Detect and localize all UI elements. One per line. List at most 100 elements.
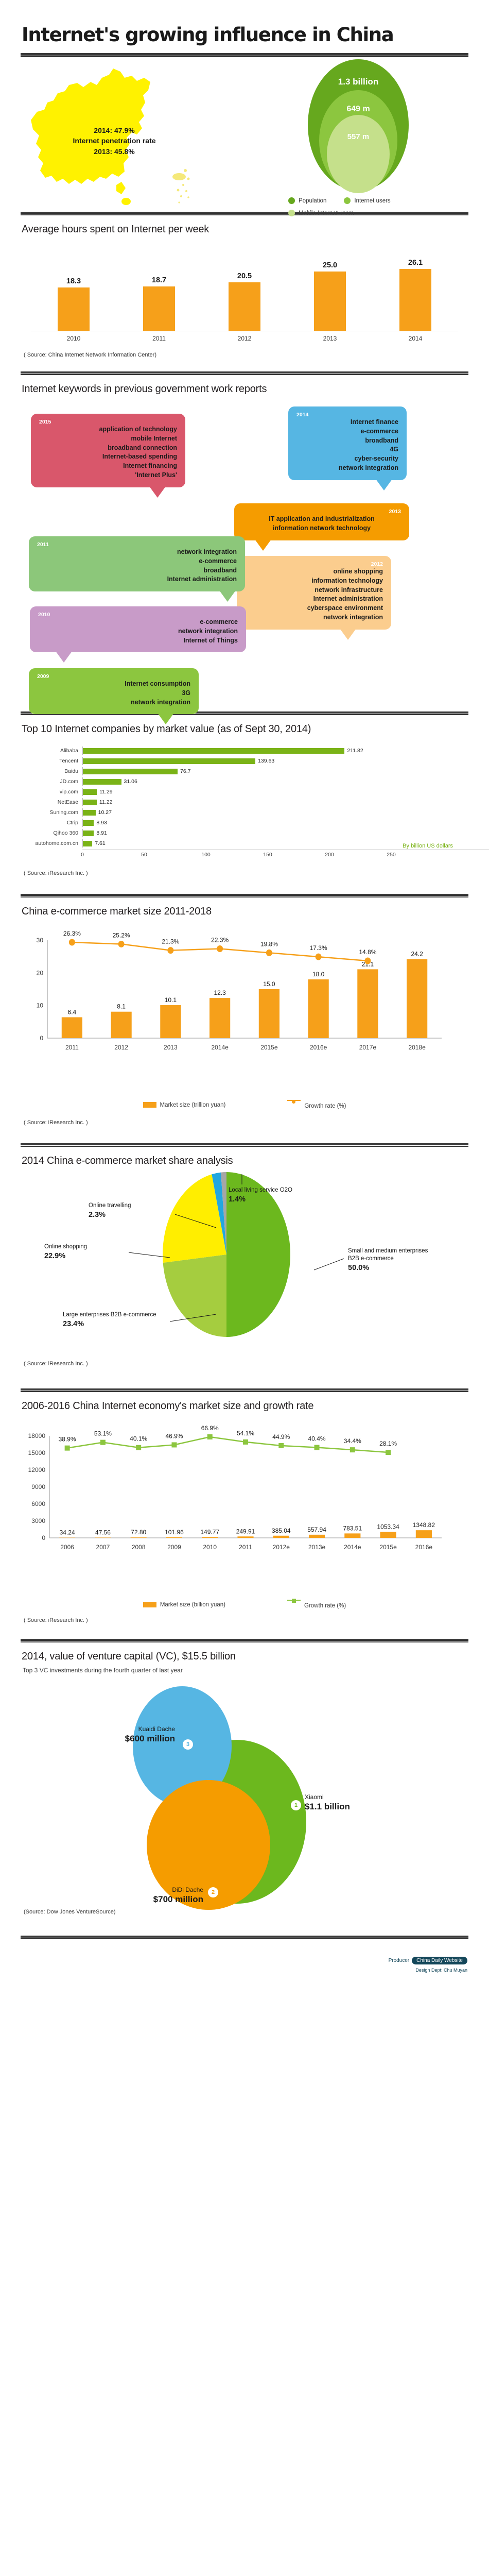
keyword-item: Internet finance — [350, 418, 398, 426]
y-tick-label: 15000 — [28, 1449, 46, 1456]
hours-bar-value: 26.1 — [408, 258, 423, 267]
ecommerce-combo-chart: 01020306.48.110.112.315.018.021.124.226.… — [0, 927, 489, 1097]
share-title: 2014 China e-commerce market share analy… — [22, 1155, 233, 1166]
keyword-bubble-year: 2010 — [38, 612, 50, 618]
keyword-item: network integration — [177, 548, 237, 555]
hours-source: ( Source: China Internet Network Informa… — [24, 352, 157, 358]
combo-x-label: 2012e — [273, 1544, 290, 1551]
ecommerce-legend-line: Growth rate (%) — [287, 1100, 346, 1109]
company-name: Alibaba — [60, 748, 78, 754]
vc-section: 2014, value of venture capital (VC), $15… — [0, 1651, 489, 1915]
combo-x-label: 2014e — [344, 1544, 361, 1551]
ecommerce-title: China e-commerce market size 2011-2018 — [22, 906, 212, 917]
company-x-tick: 0 — [81, 852, 84, 858]
keyword-bubble-items: Internet consumption 3G network integratio… — [37, 680, 190, 707]
hours-bar-column: 20.5 — [219, 249, 270, 331]
pie-label-travel: Online travelling 2.3% — [89, 1202, 131, 1219]
keyword-bubble-year: 2014 — [296, 412, 309, 418]
keyword-item: Internet of Things — [183, 636, 238, 644]
page-title: Internet's growing influence in China — [22, 24, 394, 46]
company-row: Tencent 139.63 — [0, 757, 489, 765]
vc-label-didi: DiDi Dache $700 million — [118, 1886, 203, 1905]
company-bar — [83, 758, 256, 764]
keywords-section: Internet keywords in previous government… — [0, 383, 489, 725]
company-bar — [83, 799, 97, 805]
pie-leader-line — [313, 1258, 344, 1270]
keyword-item: cyber-security — [354, 455, 398, 462]
company-bar — [83, 840, 93, 846]
hours-bar — [143, 286, 175, 331]
keyword-bubble-2014: 2014 Internet finance e-commerce broadband 4… — [288, 406, 407, 490]
penetration-line-2014: 2014: 47.9% — [94, 126, 135, 134]
population-ovals: 1.3 billion 649 m 557 m — [299, 59, 417, 194]
keyword-bubble-2010: 2010 e-commerce network integration Interne… — [30, 606, 246, 663]
producer-label: Producer — [388, 1958, 410, 1963]
combo-bar — [95, 1537, 111, 1538]
keyword-bubble-items: network integration e-commerce broadband In… — [37, 548, 237, 584]
combo-line-marker — [314, 1445, 320, 1450]
keyword-bubble-items: e-commerce network integration Internet of… — [38, 618, 238, 645]
keyword-item: online shopping — [333, 568, 383, 575]
oval-internet-users-value: 649 m — [346, 105, 370, 113]
pie-label-sme-b2b: Small and medium enterprises B2B e-comme… — [348, 1248, 428, 1272]
combo-line-value: 40.1% — [130, 1435, 147, 1443]
y-tick-label: 20 — [37, 969, 44, 976]
combo-bar — [237, 1536, 254, 1538]
company-bar-wrap: 8.93 — [82, 819, 489, 827]
companies-bar-chart: Alibaba 211.82 Tencent 139.63 Baidu 76.7 JD.co… — [0, 747, 489, 859]
company-name: Ctrip — [66, 820, 78, 826]
combo-x-label: 2011 — [239, 1544, 252, 1551]
combo-bar-value: 15.0 — [263, 980, 275, 988]
legend-internet-users: Internet users — [344, 197, 391, 204]
vc-label-kuaidi: Kuaidi Dache $600 million — [98, 1725, 175, 1744]
combo-line-marker — [243, 1439, 248, 1445]
combo-bar — [407, 959, 428, 1038]
combo-line-value: 25.2% — [113, 931, 130, 939]
oval-mobile-users: 557 m — [327, 115, 390, 193]
ecommerce-section: China e-commerce market size 2011-2018 0… — [0, 906, 489, 1126]
hours-bar — [229, 282, 260, 331]
keyword-bubble-2009: 2009 Internet consumption 3G network integr… — [29, 668, 199, 725]
hours-x-label: 2010 — [66, 335, 81, 342]
keyword-item: Internet-based spending — [102, 453, 177, 461]
keyword-item: broadband connection — [108, 444, 177, 451]
combo-line-marker — [315, 953, 322, 960]
combo-bar — [61, 1017, 82, 1038]
keyword-item: information technology — [311, 577, 383, 584]
combo-line-value: 26.3% — [63, 930, 81, 937]
share-pie-chart — [128, 1172, 344, 1337]
company-row: Suning.com 10.27 — [0, 808, 489, 817]
keyword-item: Internet administration — [313, 595, 383, 603]
company-bar — [83, 809, 96, 816]
company-value: 8.91 — [96, 830, 107, 836]
keyword-item: e-commerce — [200, 618, 238, 625]
pie-leader-line — [169, 1314, 217, 1322]
combo-bar-value: 101.96 — [165, 1529, 184, 1536]
combo-bar-value: 34.24 — [60, 1529, 75, 1536]
oval-legend-row-2: Mobile Internet users — [288, 210, 354, 216]
combo-bar-value: 10.1 — [165, 996, 177, 1004]
companies-source: ( Source: iResearch Inc. ) — [24, 870, 88, 876]
keyword-item: 3G — [182, 689, 190, 697]
section-divider-share — [21, 1143, 468, 1147]
keyword-bubbles: 2015 application of technology mobile Inte… — [0, 402, 489, 725]
combo-x-label: 2017e — [359, 1044, 377, 1051]
hours-bar — [314, 272, 346, 331]
combo-bar-value: 1053.34 — [377, 1523, 399, 1530]
share-source: ( Source: iResearch Inc. ) — [24, 1361, 88, 1367]
y-tick-label: 0 — [42, 1534, 45, 1541]
company-bar-wrap: 211.82 — [82, 747, 489, 755]
company-bar-wrap: 139.63 — [82, 757, 489, 765]
keyword-item: e-commerce — [360, 427, 398, 435]
legend-mobile-users-label: Mobile Internet users — [299, 210, 354, 216]
company-value: 8.93 — [96, 820, 107, 826]
company-value: 10.27 — [98, 809, 112, 816]
company-row: Alibaba 211.82 — [0, 747, 489, 755]
combo-line-marker — [217, 945, 223, 953]
ecommerce-legend-bars: Market size (trillion yuan) — [143, 1102, 225, 1109]
company-value: 31.06 — [124, 778, 137, 785]
vc-label-xiaomi: Xiaomi $1.1 billion — [305, 1793, 387, 1812]
oval-legend-row-1: Population Internet users — [288, 197, 391, 204]
keyword-item: application of technology — [99, 426, 177, 433]
legend-dot-icon-mobile-users — [288, 210, 295, 216]
